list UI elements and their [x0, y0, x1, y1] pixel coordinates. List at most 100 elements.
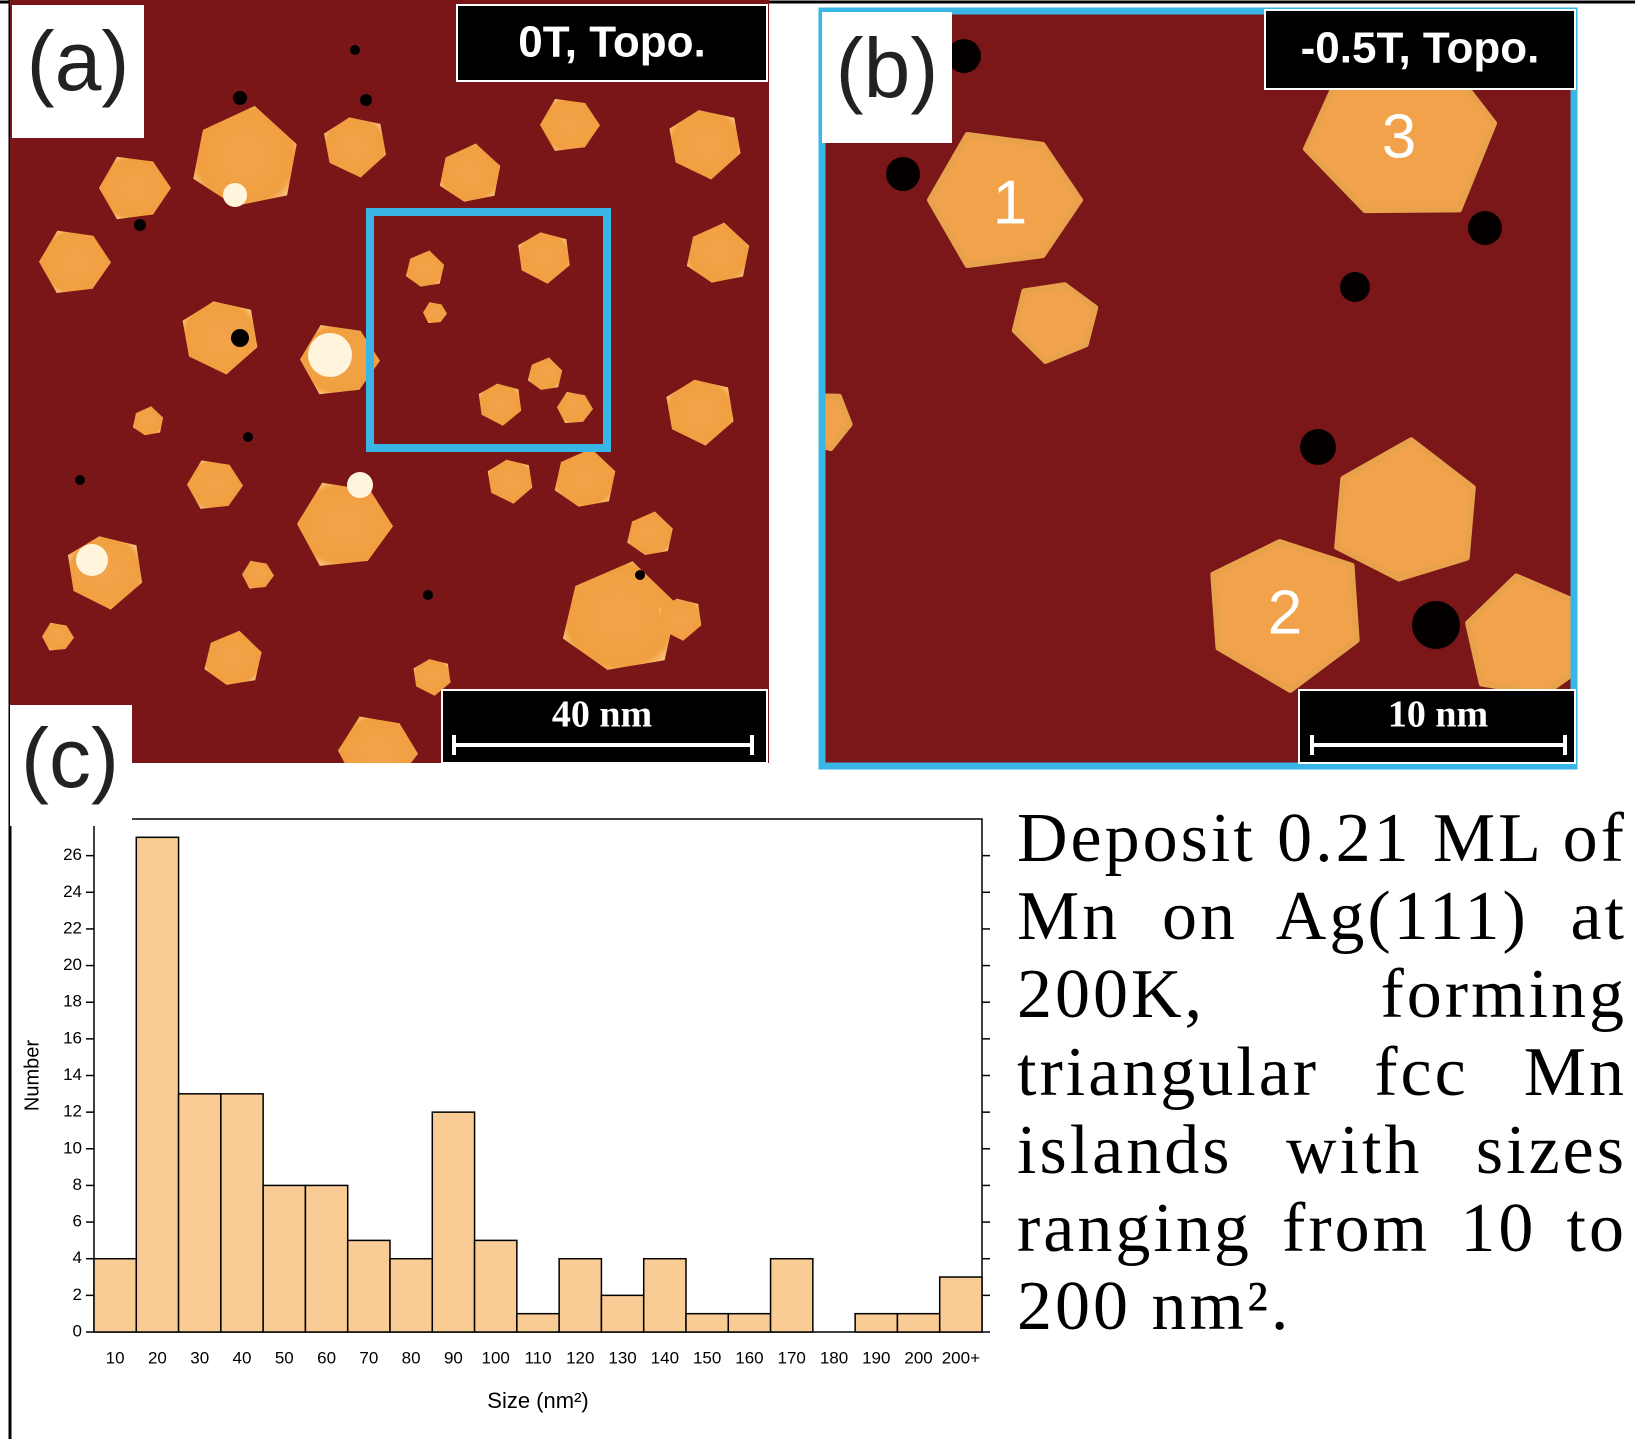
pit — [134, 219, 146, 231]
y-tick-label: 14 — [63, 1065, 82, 1084]
bar — [600, 1294, 645, 1333]
panel-label-box — [12, 5, 144, 138]
bar — [346, 1239, 391, 1333]
pit — [1340, 272, 1370, 302]
pit — [886, 157, 920, 191]
scale-bar-label: 10 nm — [1388, 694, 1488, 736]
pit — [75, 475, 85, 485]
island — [338, 716, 418, 763]
x-tick-label: 60 — [317, 1348, 336, 1367]
bar — [93, 1257, 138, 1333]
bar — [516, 1312, 560, 1333]
y-tick-label: 18 — [63, 992, 82, 1011]
x-tick-label: 50 — [275, 1348, 294, 1367]
island — [527, 357, 563, 390]
x-tick-label: 170 — [778, 1348, 806, 1367]
bright-spot — [76, 544, 108, 576]
x-tick-label: 140 — [651, 1348, 679, 1367]
x-tick-label: 200+ — [942, 1348, 980, 1367]
x-tick-label: 40 — [233, 1348, 252, 1367]
island — [819, 393, 853, 452]
x-tick-label: 90 — [444, 1348, 463, 1367]
bar — [896, 1312, 941, 1333]
island — [439, 143, 501, 202]
bright-spot — [347, 472, 373, 498]
x-tick-label: 150 — [693, 1348, 721, 1367]
bar — [262, 1184, 307, 1333]
panel-label: (a) — [27, 14, 130, 108]
x-tick-label: 20 — [148, 1348, 167, 1367]
island — [540, 98, 600, 151]
island-number: 1 — [993, 168, 1027, 237]
bar — [135, 836, 180, 1333]
island — [478, 383, 522, 426]
x-axis-label: Size (nm²) — [487, 1388, 588, 1413]
island — [927, 132, 1083, 268]
island — [487, 459, 533, 504]
y-tick-label: 2 — [73, 1285, 82, 1304]
y-tick-label: 22 — [63, 918, 82, 937]
x-tick-label: 120 — [566, 1348, 594, 1367]
island — [42, 622, 74, 651]
scale-bar — [452, 735, 754, 755]
island — [557, 391, 593, 424]
pit — [423, 590, 433, 600]
x-tick-label: 180 — [820, 1348, 848, 1367]
bar — [938, 1276, 983, 1333]
island — [562, 561, 678, 670]
island — [554, 448, 616, 507]
x-tick-label: 200 — [904, 1348, 932, 1367]
y-tick-label: 4 — [73, 1248, 82, 1267]
island — [423, 302, 447, 324]
island — [187, 460, 243, 509]
panel-label: (b) — [836, 21, 939, 115]
island — [193, 105, 297, 206]
panel-label-box — [10, 705, 132, 826]
x-tick-label: 130 — [608, 1348, 636, 1367]
y-tick-label: 16 — [63, 1028, 82, 1047]
island — [182, 301, 258, 375]
y-tick-label: 26 — [63, 845, 82, 864]
tag-box — [1264, 9, 1576, 90]
bar — [220, 1093, 264, 1333]
pit — [947, 39, 981, 73]
y-tick-label: 12 — [63, 1102, 82, 1121]
island — [1210, 539, 1360, 693]
pit — [1468, 211, 1502, 245]
pit — [360, 94, 372, 106]
island — [666, 379, 734, 446]
bar — [473, 1239, 518, 1333]
scale-bar — [1310, 735, 1567, 755]
island — [518, 232, 570, 284]
x-tick-label: 80 — [402, 1348, 421, 1367]
island — [242, 560, 274, 589]
tag-box — [456, 4, 768, 82]
image-tag: 0T, Topo. — [518, 18, 705, 67]
island — [39, 230, 111, 293]
pit — [231, 329, 249, 347]
bar — [642, 1257, 687, 1333]
y-tick-label: 20 — [63, 955, 82, 974]
y-tick-label: 8 — [73, 1175, 82, 1194]
pit — [350, 45, 360, 55]
x-tick-label: 110 — [524, 1348, 551, 1367]
y-tick-label: 6 — [73, 1212, 82, 1231]
x-tick-label: 100 — [482, 1348, 510, 1367]
bright-spot — [223, 183, 247, 207]
pit — [1300, 429, 1336, 465]
x-tick-label: 10 — [106, 1348, 125, 1367]
island-number: 3 — [1382, 102, 1416, 171]
pit — [243, 432, 253, 442]
x-tick-label: 190 — [862, 1348, 890, 1367]
bar — [727, 1312, 772, 1333]
island — [1011, 282, 1099, 364]
bar — [431, 1111, 476, 1333]
image-tag: -0.5T, Topo. — [1301, 24, 1540, 73]
island — [658, 598, 702, 641]
x-tick-label: 70 — [359, 1348, 378, 1367]
island — [324, 117, 386, 178]
caption: Deposit 0.21 ML of Mn on Ag(111) at 200K… — [1017, 800, 1627, 1345]
